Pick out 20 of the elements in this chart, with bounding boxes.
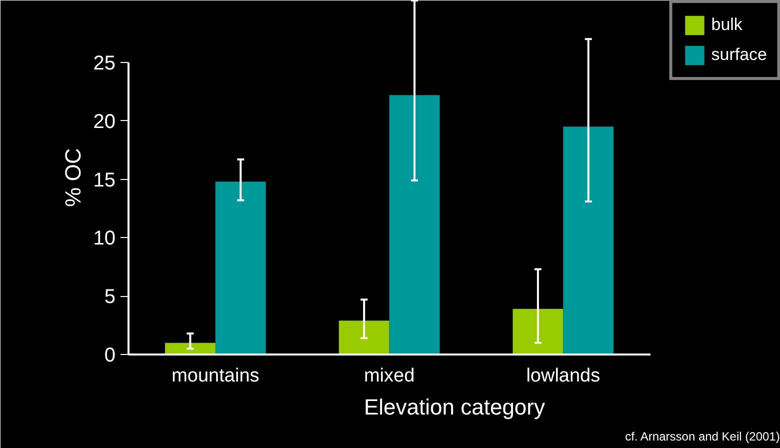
x-tick-label: mixed bbox=[364, 366, 415, 386]
bar bbox=[338, 320, 390, 354]
legend-label: surface bbox=[711, 45, 767, 65]
bar bbox=[389, 95, 440, 354]
text: cf. Arnarsson and Keil (2001) bbox=[625, 430, 780, 444]
x-tick-label: lowlands bbox=[526, 366, 600, 386]
y-tick-label: 0 bbox=[104, 344, 116, 366]
y-tick-label: 10 bbox=[93, 228, 116, 250]
y-tick-label: 5 bbox=[104, 286, 116, 308]
bar bbox=[215, 182, 266, 354]
legend-label: bulk bbox=[711, 15, 742, 35]
x-tick-label: mountains bbox=[172, 366, 260, 386]
x-axis-title: Elevation category bbox=[364, 394, 545, 420]
y-tick-label: 20 bbox=[93, 110, 116, 133]
y-axis-title: % OC bbox=[60, 148, 86, 207]
bar bbox=[165, 342, 216, 354]
y-tick-label: 15 bbox=[93, 169, 116, 192]
bar bbox=[563, 126, 614, 354]
y-tick-label: 25 bbox=[93, 52, 116, 74]
bar bbox=[512, 308, 564, 354]
